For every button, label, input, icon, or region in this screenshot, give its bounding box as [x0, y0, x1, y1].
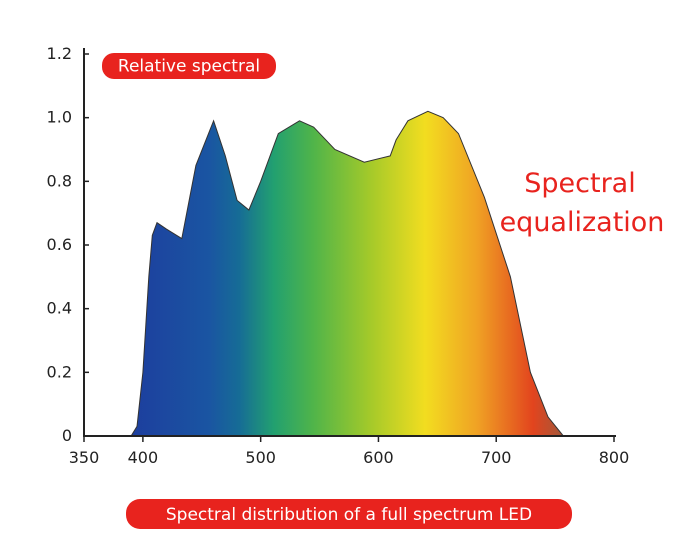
y-tick-label: 0.2: [47, 362, 72, 381]
annotation: equalization: [500, 207, 665, 238]
y-tick-label: 0.4: [47, 299, 72, 318]
x-tick-label: 800: [599, 448, 630, 467]
x-tick-label: 500: [245, 448, 276, 467]
spectrum-area: [130, 110, 565, 437]
x-tick-label: 400: [128, 448, 159, 467]
y-tick-label: 0: [62, 426, 72, 445]
y-label-badge: Relative spectral: [102, 53, 276, 79]
badge-bg: [102, 53, 276, 79]
y-axis-label: Relative spectral: [118, 57, 260, 77]
y-tick-label: 0.6: [47, 235, 72, 254]
annotation: Spectral: [524, 168, 635, 199]
x-tick-label: 600: [363, 448, 394, 467]
badge-bg: [126, 499, 572, 529]
chart-title: Spectral distribution of a full spectrum…: [166, 505, 532, 525]
y-tick-label: 1.2: [47, 44, 72, 63]
y-tick-label: 1.0: [47, 108, 72, 127]
x-tick-label: 700: [481, 448, 512, 467]
title-badge: Spectral distribution of a full spectrum…: [126, 499, 572, 529]
y-tick-label: 0.8: [47, 171, 72, 190]
x-tick-label: 350: [69, 448, 100, 467]
